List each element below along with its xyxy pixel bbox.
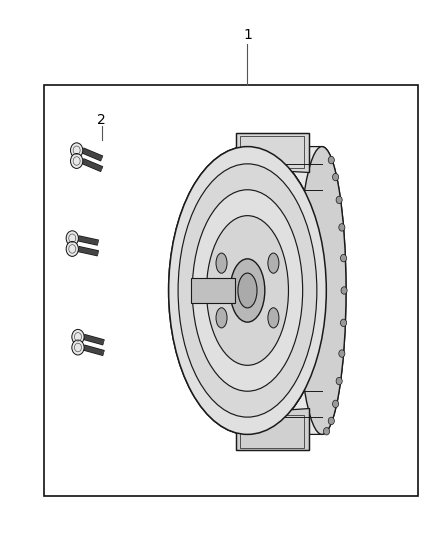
Circle shape [328,156,334,164]
Circle shape [324,427,330,435]
Bar [240,416,304,448]
Ellipse shape [268,253,279,273]
Circle shape [340,254,346,262]
Circle shape [72,340,84,355]
Ellipse shape [178,164,317,417]
Circle shape [339,350,345,357]
Ellipse shape [216,308,227,328]
Circle shape [336,196,342,204]
Ellipse shape [169,147,326,434]
Polygon shape [236,133,309,173]
Circle shape [328,417,334,425]
Circle shape [339,224,345,231]
Bar [240,136,304,168]
Circle shape [332,173,339,181]
Circle shape [72,329,84,344]
Circle shape [332,400,339,408]
Circle shape [71,154,83,168]
Ellipse shape [268,308,279,328]
Ellipse shape [192,190,303,391]
Circle shape [336,377,342,385]
Ellipse shape [298,147,346,434]
Circle shape [340,319,346,327]
Text: 2: 2 [97,113,106,127]
Polygon shape [247,147,346,434]
Ellipse shape [230,259,265,322]
Circle shape [71,143,83,158]
Circle shape [66,231,78,246]
Ellipse shape [268,308,279,328]
Bar [191,278,234,303]
Ellipse shape [216,253,227,273]
Ellipse shape [238,273,257,308]
Ellipse shape [206,216,289,365]
Ellipse shape [268,253,279,273]
Ellipse shape [187,278,194,303]
Text: 1: 1 [243,28,252,42]
Ellipse shape [206,216,289,365]
Circle shape [341,287,347,294]
Bar [191,278,234,303]
Ellipse shape [192,190,303,391]
Bar [44,85,418,496]
Ellipse shape [178,164,317,417]
Ellipse shape [238,273,257,308]
Ellipse shape [169,147,326,434]
Circle shape [66,241,78,256]
Ellipse shape [230,259,265,322]
Ellipse shape [216,253,227,273]
Polygon shape [236,408,309,450]
Ellipse shape [216,308,227,328]
